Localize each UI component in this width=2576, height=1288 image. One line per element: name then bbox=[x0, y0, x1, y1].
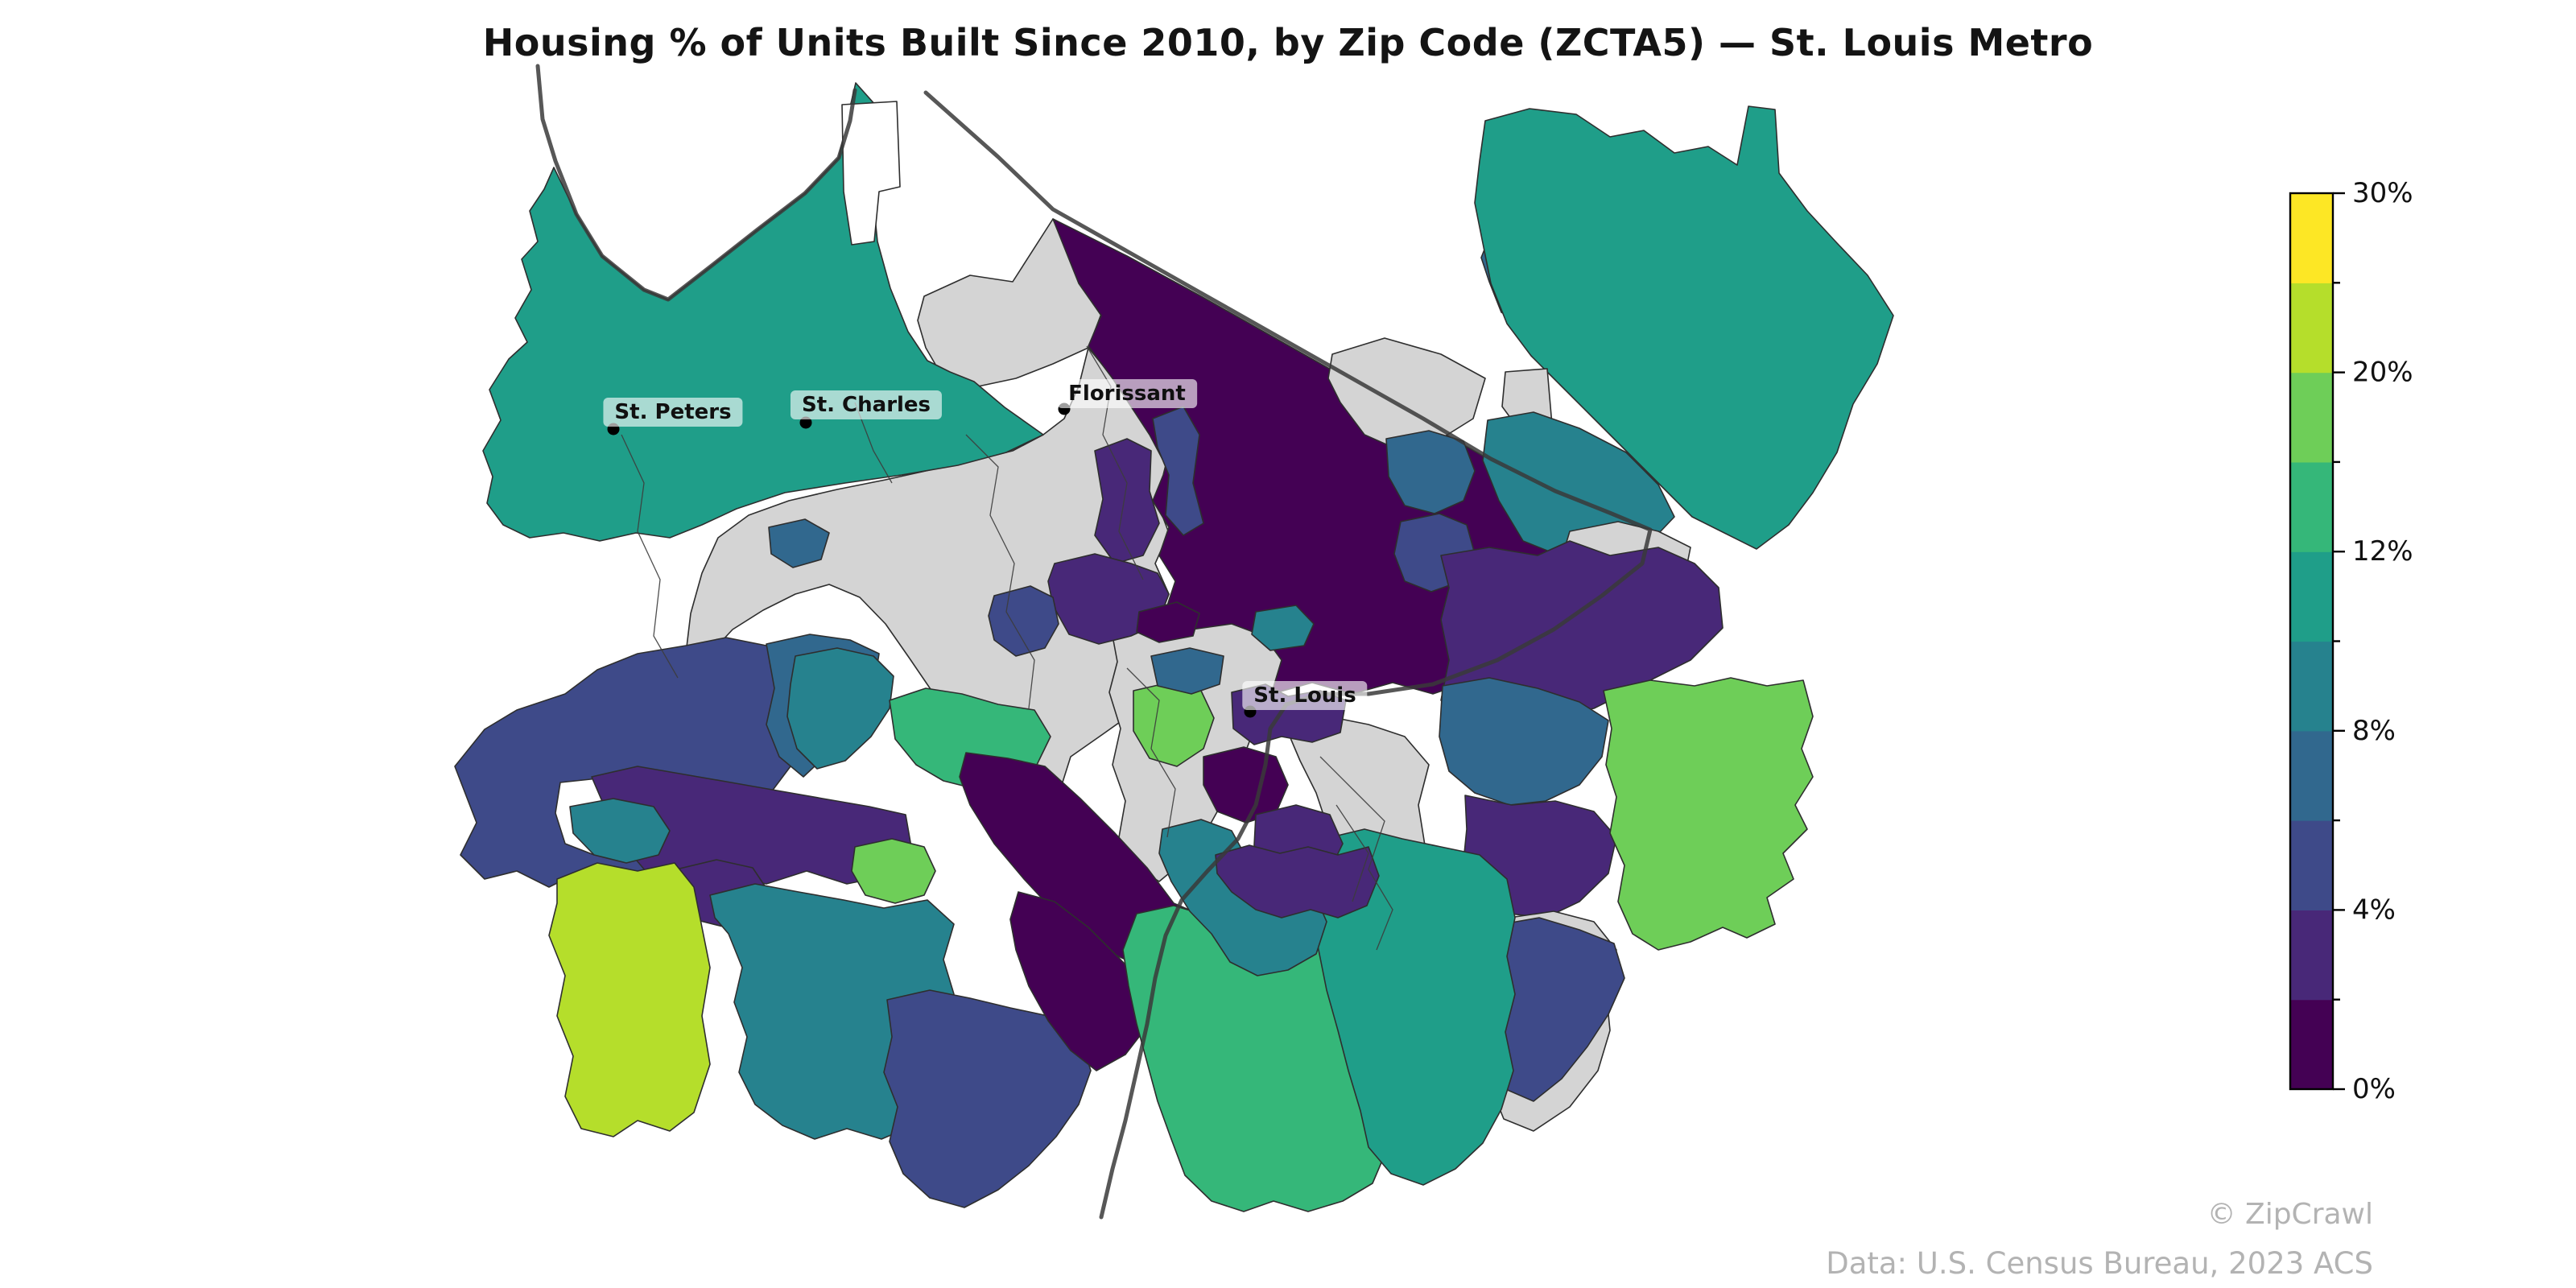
region-bluepurple-south-mid bbox=[883, 989, 1092, 1208]
region-illinois-north-teal bbox=[1474, 105, 1894, 550]
city-label-st-charles: St. Charles bbox=[790, 390, 943, 419]
county-line-esl-2 bbox=[1335, 804, 1369, 902]
region-teal-notch bbox=[841, 101, 901, 246]
colorbar-segment-25-30 bbox=[2290, 193, 2333, 283]
region-teal-southeast bbox=[1311, 828, 1516, 1186]
mississippi-river-line bbox=[923, 90, 1653, 1220]
region-florissant-purple bbox=[1094, 438, 1160, 564]
city-label-st-peters: St. Peters bbox=[603, 398, 743, 427]
region-blue-north-city bbox=[988, 585, 1059, 657]
colorbar-segment-12-16 bbox=[2290, 461, 2333, 552]
colorbar-tick-label-12: 12% bbox=[2352, 535, 2413, 568]
region-lightgreen-small bbox=[851, 838, 936, 904]
data-source-text: Data: U.S. Census Bureau, 2023 ACS bbox=[1826, 1246, 2373, 1281]
colorbar-tick-label-20: 20% bbox=[2352, 357, 2413, 389]
region-dark-wedge-south bbox=[1009, 891, 1152, 1071]
region-city-blue-band bbox=[1150, 647, 1224, 695]
missouri-river-line bbox=[535, 64, 857, 302]
colorbar-segment-6-8 bbox=[2290, 730, 2333, 821]
zip-line-teal-1 bbox=[621, 434, 679, 679]
region-purple-snake bbox=[1215, 844, 1380, 919]
region-il-purple-band bbox=[1440, 540, 1724, 717]
region-blue-small-north bbox=[768, 518, 830, 568]
county-line-gray-1 bbox=[965, 434, 1035, 709]
region-yellowgreen-southwest bbox=[548, 862, 711, 1137]
city-dot-st-charles bbox=[799, 416, 812, 429]
region-teal-small-west bbox=[569, 798, 671, 864]
region-il-lightgreen bbox=[1603, 677, 1814, 951]
region-blue-patch-north1 bbox=[1385, 430, 1476, 514]
colorbar-segment-20-25 bbox=[2290, 283, 2333, 374]
colorbar-segment-16-20 bbox=[2290, 372, 2333, 463]
colorbar-tick-label-0: 0% bbox=[2352, 1073, 2396, 1105]
colorbar-segment-2-4 bbox=[2290, 910, 2333, 1001]
colorbar-segment-8-10 bbox=[2290, 641, 2333, 732]
watermark-text: © ZipCrawl bbox=[2207, 1198, 2373, 1231]
city-label-florissant: Florissant bbox=[1057, 379, 1197, 408]
region-city-teal-small bbox=[1251, 605, 1315, 651]
county-line-city bbox=[1126, 667, 1176, 838]
colorbar-tick-label-4: 4% bbox=[2352, 894, 2396, 926]
colorbar-segment-10-12 bbox=[2290, 551, 2333, 642]
city-label-st-louis: St. Louis bbox=[1242, 681, 1368, 710]
colorbar-tick-label-30: 30% bbox=[2352, 177, 2413, 209]
chart-title: Housing % of Units Built Since 2010, by … bbox=[482, 21, 2094, 64]
region-city-dark-small bbox=[1136, 601, 1200, 643]
colorbar-tick-label-8: 8% bbox=[2352, 715, 2396, 747]
region-florissant-blue-strip bbox=[1152, 406, 1204, 536]
colorbar-segment-4-6 bbox=[2290, 820, 2333, 910]
region-il-blue bbox=[1439, 677, 1609, 806]
county-line-esl-1 bbox=[1319, 756, 1393, 951]
colorbar-segment-0-2 bbox=[2290, 999, 2333, 1090]
region-teal-mid bbox=[786, 647, 894, 770]
